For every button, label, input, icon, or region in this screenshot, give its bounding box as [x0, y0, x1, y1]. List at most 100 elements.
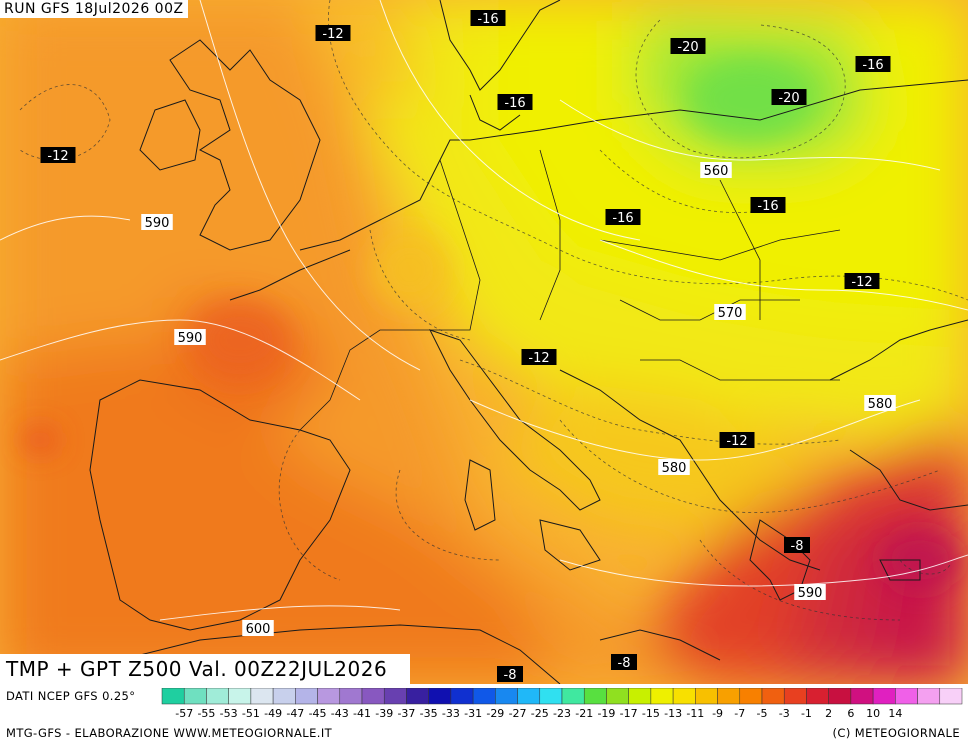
legend-swatch: [739, 688, 763, 705]
coastlines: [89, 0, 968, 684]
temperature-label: -8: [784, 537, 810, 554]
legend-tick-label: -19: [597, 707, 615, 720]
legend-tick-label: -27: [509, 707, 527, 720]
temperature-label: -12: [40, 147, 76, 164]
legend-tick-label: -33: [442, 707, 460, 720]
legend-swatch: [406, 688, 429, 705]
legend-swatch: [806, 688, 829, 705]
svg-text:-12: -12: [528, 351, 549, 366]
legend-swatch: [161, 688, 185, 705]
svg-text:-16: -16: [612, 211, 633, 226]
legend-swatch: [917, 688, 941, 705]
legend-swatch: [895, 688, 918, 705]
legend-tick-label: -13: [664, 707, 682, 720]
legend-swatch: [383, 688, 407, 705]
temperature-label: -20: [670, 38, 706, 55]
legend-swatch: [583, 688, 607, 705]
temperature-label: -8: [497, 666, 523, 683]
legend-swatches: [161, 688, 963, 705]
legend-tick-label: -45: [309, 707, 327, 720]
legend-swatch: [472, 688, 496, 705]
svg-text:-8: -8: [618, 656, 631, 671]
legend-swatch: [606, 688, 629, 705]
svg-text:590: 590: [145, 216, 170, 231]
legend-tick-label: -11: [686, 707, 704, 720]
svg-text:600: 600: [246, 622, 271, 637]
temperature-label: -12: [844, 273, 880, 290]
temperature-map: -16 -12 -12 -16 -20 -16 -20 -16 -16 -12 -12 -12 -8 -8…: [0, 0, 968, 684]
svg-text:580: 580: [868, 397, 893, 412]
svg-text:-8: -8: [504, 668, 517, 683]
isohypses: [0, 0, 968, 621]
temperature-label: -16: [750, 197, 786, 214]
copyright-text: (C) METEOGIORNALE: [832, 726, 960, 740]
geopotential-label: 590: [174, 329, 206, 346]
temperature-label: -8: [611, 654, 637, 671]
legend-tick-label: -47: [286, 707, 304, 720]
legend-tick-label: -29: [486, 707, 504, 720]
legend-swatch: [761, 688, 785, 705]
temperature-label: -20: [771, 89, 807, 106]
temperature-label: -16: [497, 94, 533, 111]
svg-text:-20: -20: [677, 40, 698, 55]
legend-tick-label: -43: [331, 707, 349, 720]
legend-tick-label: 2: [825, 707, 832, 720]
legend-swatch: [183, 688, 207, 705]
geopotential-label: 570: [714, 304, 746, 321]
color-legend: -57 -55 -53 -51 -49 -47 -45 -43 -41 -39 -37 -35 -33-…: [161, 688, 963, 720]
legend-swatch: [272, 688, 296, 705]
legend-swatch: [561, 688, 585, 705]
legend-tick-label: -49: [264, 707, 282, 720]
svg-text:-8: -8: [791, 539, 804, 554]
svg-text:-12: -12: [47, 149, 68, 164]
svg-text:-12: -12: [726, 434, 747, 449]
legend-swatch: [495, 688, 518, 705]
svg-text:590: 590: [178, 331, 203, 346]
temperature-label: -12: [315, 25, 351, 42]
legend-tick-label: -23: [553, 707, 571, 720]
map-title: TMP + GPT Z500 Val. 00Z22JUL2026: [0, 654, 410, 684]
geopotential-label: 560: [700, 162, 732, 179]
legend-swatch: [517, 688, 541, 705]
legend-swatch: [672, 688, 696, 705]
legend-tick-label: -15: [642, 707, 660, 720]
legend-swatch: [228, 688, 252, 705]
run-info-label: RUN GFS 18Jul2026 00Z: [0, 0, 188, 18]
credit-text: MTG-GFS - ELABORAZIONE WWW.METEOGIORNALE…: [6, 726, 333, 740]
legend-tick-label: -7: [734, 707, 745, 720]
legend-tick-label: -37: [397, 707, 415, 720]
legend-tick-label: 10: [866, 707, 880, 720]
svg-text:580: 580: [662, 461, 687, 476]
temperature-label: -12: [521, 349, 557, 366]
svg-text:-12: -12: [851, 275, 872, 290]
svg-text:-20: -20: [778, 91, 799, 106]
geopotential-label: 600: [242, 620, 274, 637]
legend-swatch: [695, 688, 718, 705]
legend-tick-label: -39: [375, 707, 393, 720]
temperature-label: -12: [719, 432, 755, 449]
legend-swatch: [361, 688, 385, 705]
temperature-label: -16: [605, 209, 641, 226]
data-source-text: DATI NCEP GFS 0.25°: [6, 689, 136, 703]
legend-tick-label: -53: [220, 707, 238, 720]
temperature-field: [0, 0, 968, 684]
legend-swatch: [206, 688, 229, 705]
legend-tick-label: -3: [779, 707, 790, 720]
legend-swatch: [650, 688, 674, 705]
legend-tick-label: -57: [175, 707, 193, 720]
legend-swatch: [717, 688, 741, 705]
legend-swatch: [783, 688, 807, 705]
legend-swatch: [339, 688, 363, 705]
geopotential-label: 580: [864, 395, 896, 412]
legend-tick-label: -21: [575, 707, 593, 720]
temperature-label: -16: [470, 10, 506, 27]
svg-text:-12: -12: [322, 27, 343, 42]
legend-tick-label: -25: [531, 707, 549, 720]
legend-swatch: [939, 688, 963, 705]
legend-swatch: [850, 688, 874, 705]
legend-swatch: [317, 688, 341, 705]
svg-text:-16: -16: [504, 96, 525, 111]
legend-swatch: [295, 688, 318, 705]
geopotential-label: 590: [141, 214, 173, 231]
